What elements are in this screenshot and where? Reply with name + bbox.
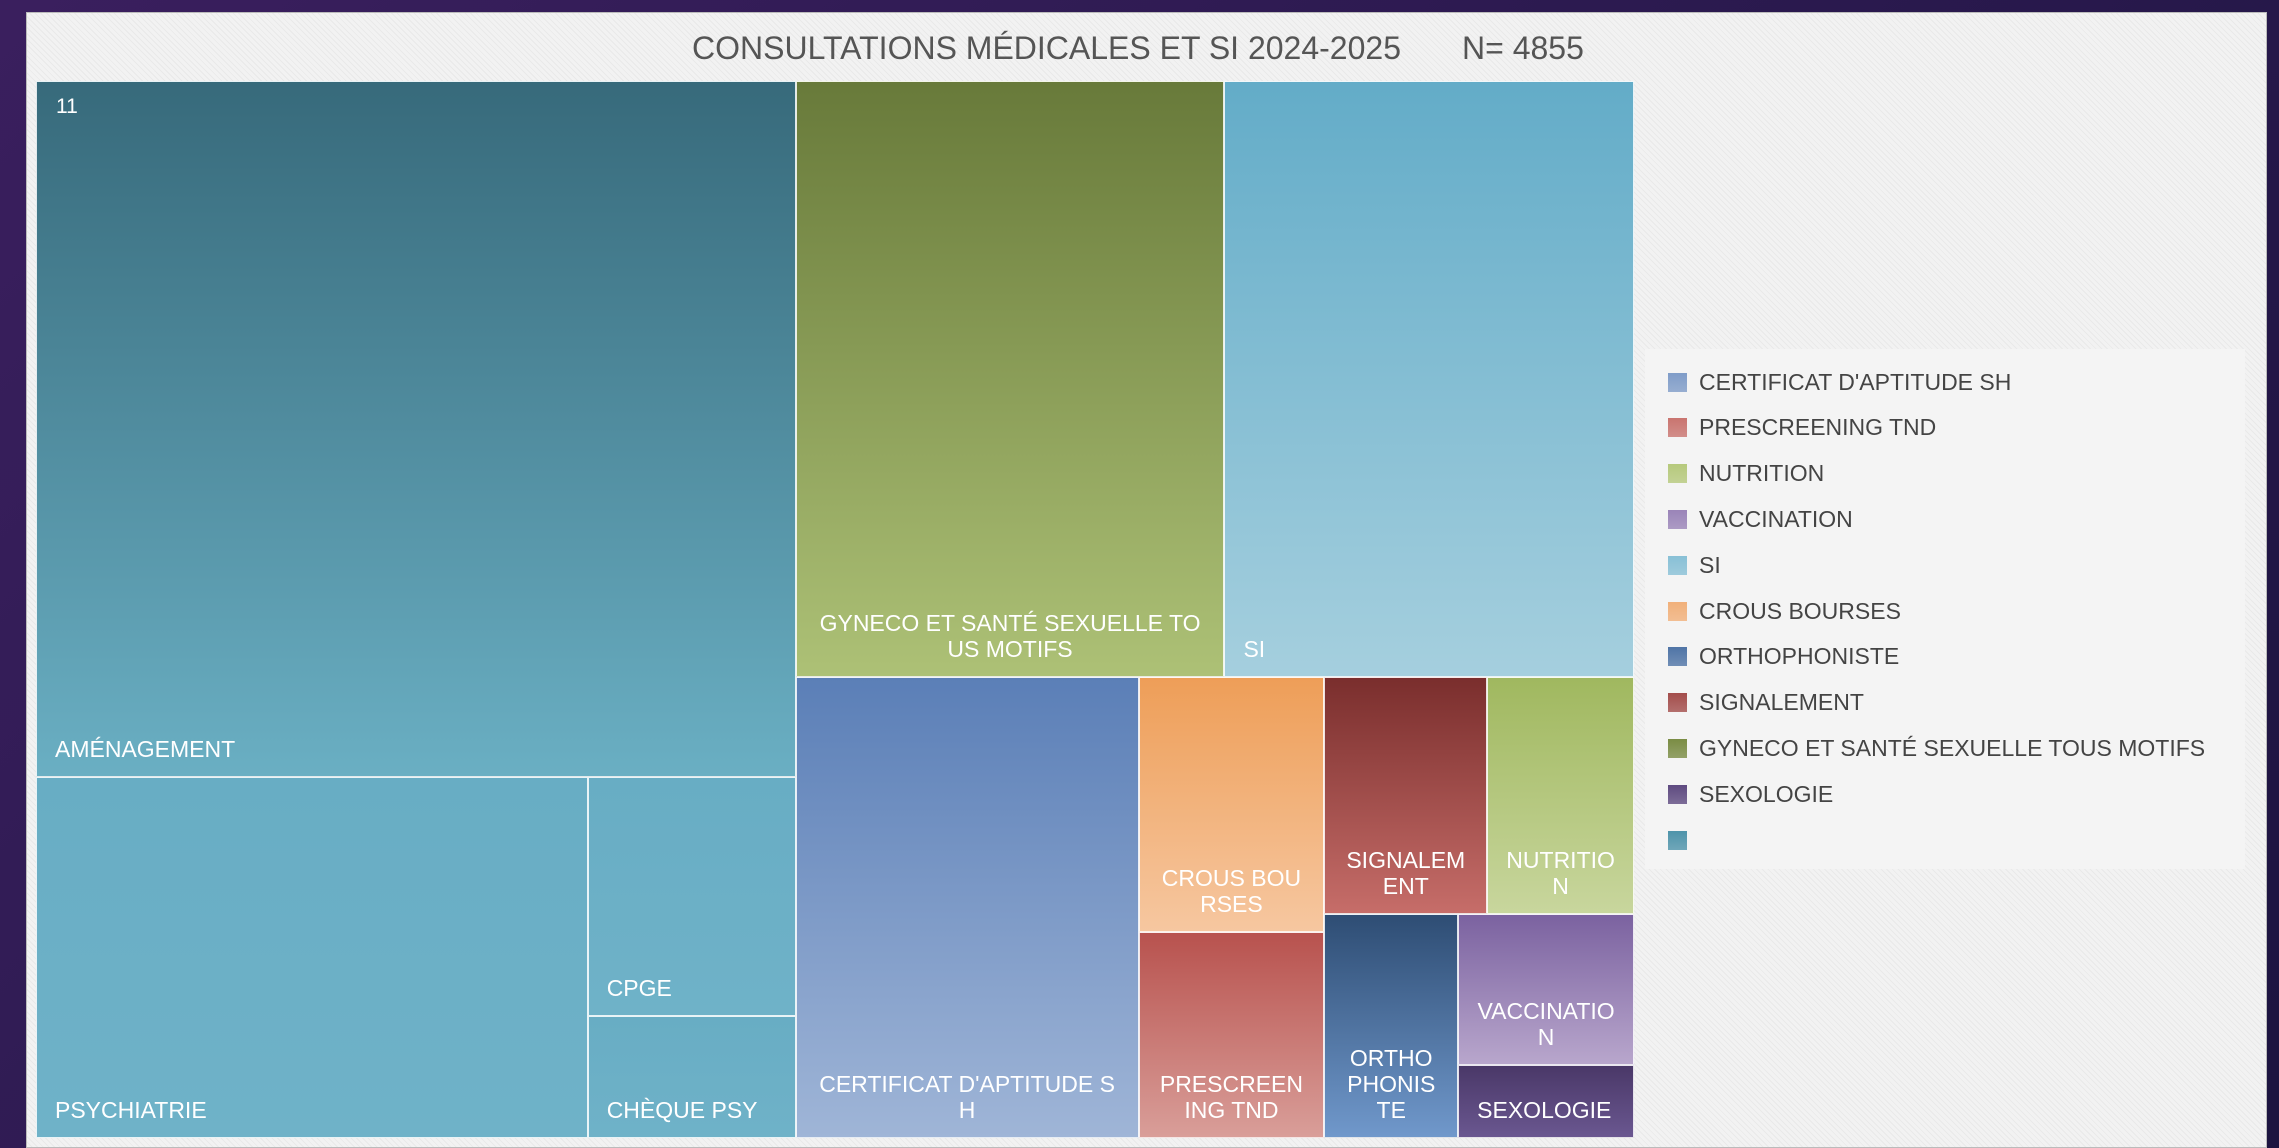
legend-swatch (1668, 738, 1687, 758)
cell-label: CROUS BOURSES (1161, 865, 1302, 917)
legend-item: NUTRITION (1668, 459, 1824, 489)
treemap-cell: PRESCREENING TND (1138, 932, 1325, 1138)
legend-swatch (1668, 555, 1687, 575)
cell-label: SIGNALEMENT (1346, 847, 1466, 900)
treemap-cell: SI (1224, 81, 1634, 678)
treemap-cell: VACCINATION (1458, 914, 1634, 1065)
legend-swatch (1668, 784, 1687, 804)
group-label: 11 (56, 95, 78, 118)
legend-swatch (1668, 372, 1687, 392)
legend-label: CROUS BOURSES (1699, 597, 1901, 624)
cell-label: CPGE (606, 974, 672, 1001)
cell-label: ORTHOPHONISTE (1347, 1044, 1436, 1123)
legend-item: CERTIFICAT D'APTITUDE SH (1668, 367, 2011, 397)
cell-label: NUTRITION (1506, 847, 1615, 900)
legend-label: CERTIFICAT D'APTITUDE SH (1699, 368, 2012, 395)
treemap-cell: CROUS BOURSES (1138, 677, 1325, 932)
treemap-cell: CPGE (587, 776, 796, 1016)
legend-item: ORTHOPHONISTE (1668, 642, 1899, 672)
legend-label: NUTRITION (1699, 460, 1825, 487)
legend-label: VACCINATION (1699, 505, 1853, 532)
treemap: AMÉNAGEMENT PSYCHIATRIE CPGE CHÈQUE PSY GYNE… (36, 81, 1634, 1138)
legend-item: GYNECO ET SANTÉ SEXUELLE TOUS MOTIFS (1668, 733, 2205, 763)
legend: CERTIFICAT D'APTITUDE SH PRESCREENING TND… (1645, 349, 2245, 869)
treemap-cell: NUTRITION (1487, 677, 1634, 915)
cell-label: PRESCREENING TND (1159, 1070, 1304, 1123)
treemap-cell: CERTIFICAT D'APTITUDE SH (795, 677, 1139, 1138)
legend-label: ORTHOPHONISTE (1699, 643, 1900, 670)
legend-swatch (1668, 418, 1687, 438)
treemap-cell: CHÈQUE PSY (587, 1015, 796, 1138)
legend-label: SI (1699, 551, 1721, 578)
legend-swatch (1668, 464, 1687, 484)
cell-label: SI (1243, 636, 1266, 663)
treemap-cell: ORTHOPHONISTE (1324, 914, 1459, 1138)
annotation: N= 4855 (1462, 30, 1584, 66)
legend-item: CROUS BOURSES (1668, 596, 1901, 626)
legend-swatch (1668, 830, 1687, 850)
treemap-cell: AMÉNAGEMENT (36, 81, 796, 777)
cell-label: SEXOLOGIE (1477, 1096, 1612, 1123)
cell-label: CHÈQUE PSY (606, 1096, 758, 1123)
cell-label: PSYCHIATRIE (55, 1096, 207, 1123)
legend-swatch (1668, 509, 1687, 529)
legend-swatch (1668, 601, 1687, 621)
legend-item (1668, 825, 1699, 855)
treemap-cell: PSYCHIATRIE (36, 776, 588, 1138)
legend-label: SEXOLOGIE (1699, 780, 1834, 807)
legend-item: SIGNALEMENT (1668, 688, 1864, 718)
legend-label: PRESCREENING TND (1699, 414, 1937, 441)
treemap-cell: SIGNALEMENT (1324, 677, 1488, 915)
legend-item: SI (1668, 550, 1721, 580)
legend-label: GYNECO ET SANTÉ SEXUELLE TOUS MOTIFS (1699, 734, 2206, 761)
legend-item: PRESCREENING TND (1668, 413, 1936, 443)
cell-label: GYNECO ET SANTÉ SEXUELLE TOUS MOTIFS (819, 610, 1201, 663)
treemap-cell: GYNECO ET SANTÉ SEXUELLE TOUS MOTIFS (795, 81, 1225, 678)
cell-label: VACCINATION (1477, 997, 1615, 1050)
treemap-cell: SEXOLOGIE (1458, 1064, 1634, 1138)
legend-item: VACCINATION (1668, 504, 1853, 534)
legend-item: SEXOLOGIE (1668, 779, 1833, 809)
legend-swatch (1668, 647, 1687, 667)
cell-label: AMÉNAGEMENT (55, 735, 236, 762)
chart-title: CONSULTATIONS MÉDICALES ET SI 2024-2025 (692, 30, 1401, 66)
legend-label: SIGNALEMENT (1699, 689, 1864, 716)
cell-label: CERTIFICAT D'APTITUDE SH (819, 1070, 1115, 1123)
legend-swatch (1668, 693, 1687, 713)
